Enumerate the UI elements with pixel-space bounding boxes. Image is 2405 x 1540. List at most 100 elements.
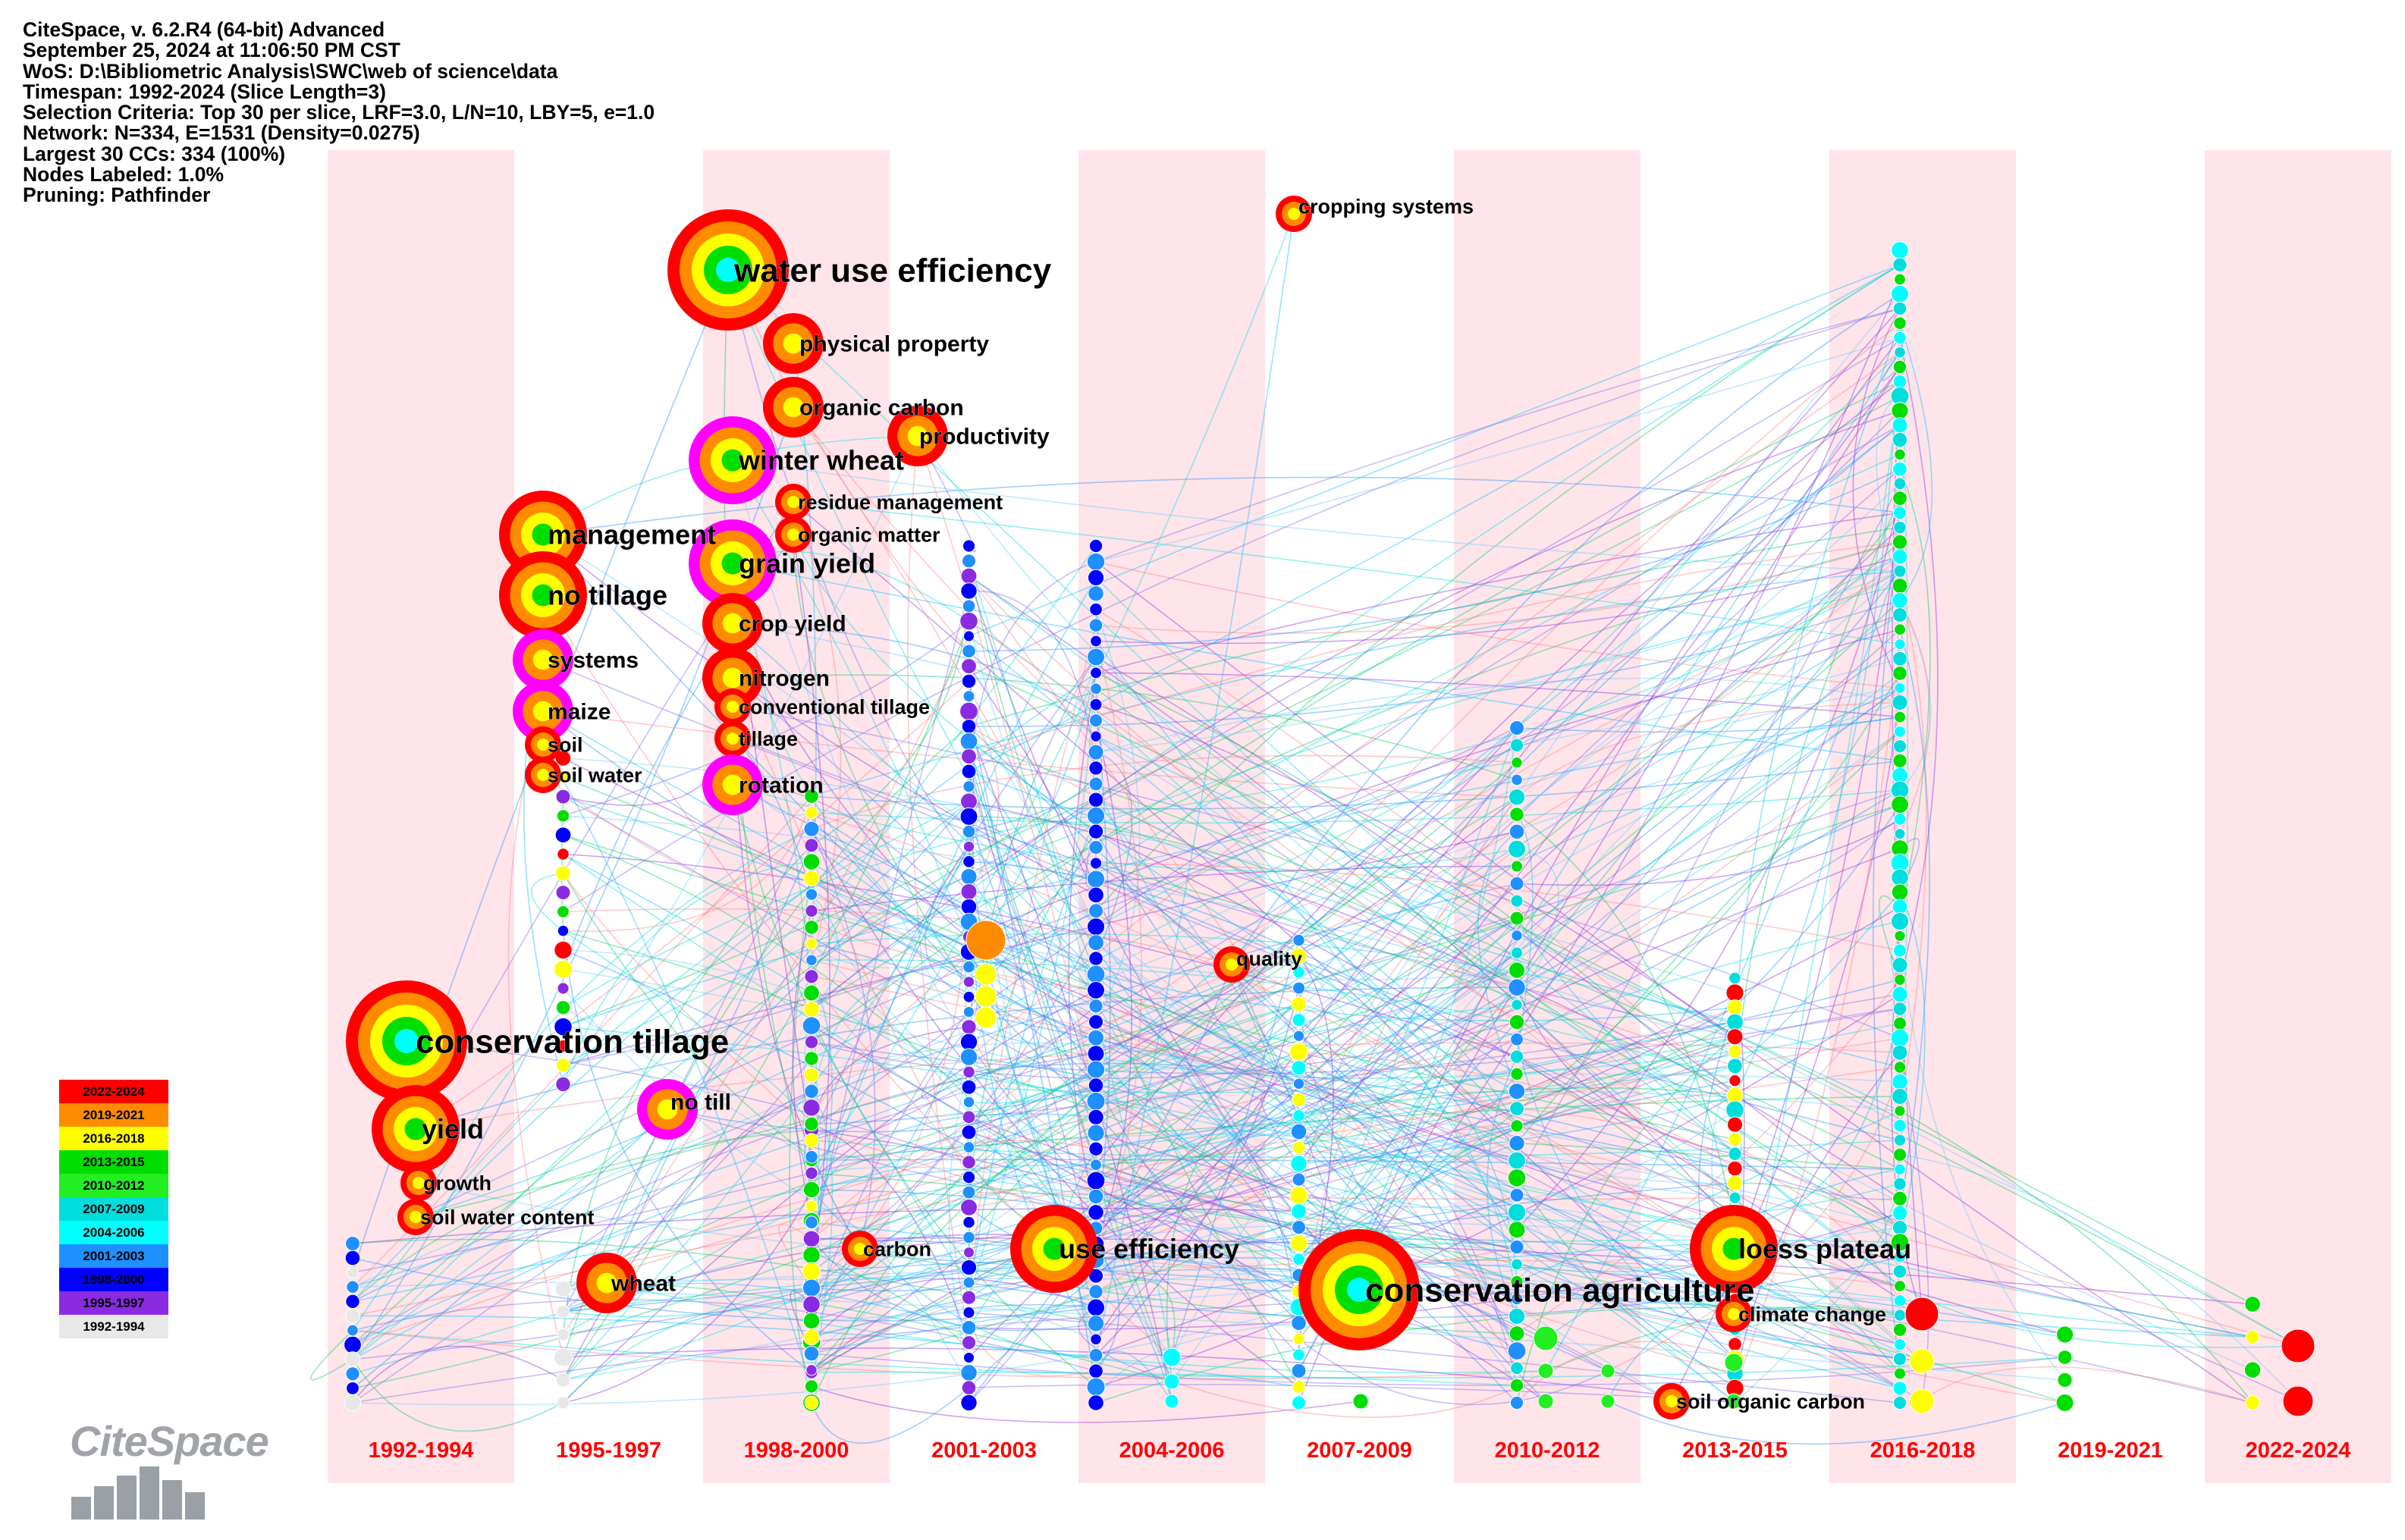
keyword-node — [1894, 331, 1906, 343]
keyword-node — [1509, 824, 1524, 839]
keyword-node — [963, 1142, 975, 1153]
keyword-node — [963, 691, 975, 702]
keyword-node — [1291, 1124, 1307, 1140]
keyword-label: crop yield — [739, 612, 846, 637]
keyword-node — [1892, 432, 1907, 447]
keyword-node — [1892, 549, 1907, 564]
keyword-node — [1727, 1117, 1742, 1132]
keyword-node — [1510, 1240, 1524, 1254]
legend-entry: 2022-2024 — [59, 1080, 168, 1103]
keyword-node — [1893, 302, 1906, 315]
legend-entry: 2001-2003 — [59, 1244, 168, 1268]
keyword-node — [805, 1084, 818, 1098]
keyword-node — [961, 1365, 978, 1382]
keyword-node — [1509, 1015, 1524, 1029]
keyword-node — [1292, 1316, 1307, 1331]
keyword-node — [1087, 1092, 1105, 1110]
keyword-label: cropping systems — [1298, 195, 1474, 218]
keyword-node — [2058, 1372, 2072, 1387]
keyword-node — [556, 1373, 570, 1387]
keyword-node — [557, 810, 569, 822]
keyword-node — [1728, 1133, 1741, 1146]
keyword-node — [804, 1329, 819, 1344]
summary-line: Pruning: Pathfinder — [23, 185, 655, 205]
keyword-node — [1088, 1109, 1104, 1124]
keyword-node — [1088, 1395, 1104, 1411]
keyword-node — [1728, 1045, 1741, 1058]
keyword-node — [1893, 1382, 1907, 1395]
keyword-node — [963, 1006, 974, 1017]
keyword-node — [805, 889, 817, 900]
keyword-node — [1090, 698, 1102, 710]
keyword-node — [1088, 981, 1105, 999]
keyword-node — [1892, 958, 1907, 973]
keyword-node — [2281, 1329, 2315, 1363]
keyword-node — [1893, 1265, 1907, 1278]
keyword-node — [347, 1267, 358, 1278]
keyword-node — [962, 720, 976, 734]
time-slice-label: 2022-2024 — [2246, 1438, 2351, 1463]
keyword-node — [1509, 789, 1524, 805]
keyword-node — [1601, 1364, 1615, 1378]
keyword-node — [1510, 1378, 1524, 1392]
keyword-node — [1726, 1101, 1744, 1119]
keyword-node — [1089, 1015, 1104, 1029]
keyword-node — [557, 905, 570, 917]
keyword-node — [1292, 1093, 1306, 1106]
year-color-legend: 2022-2024 2019-2021 2016-2018 2013-2015 … — [59, 1080, 168, 1338]
keyword-node — [1293, 1333, 1305, 1344]
keyword-label: soil water — [548, 764, 642, 786]
keyword-node — [557, 1306, 570, 1319]
keyword-node — [1088, 586, 1104, 601]
keyword-node — [804, 1346, 819, 1361]
keyword-node — [555, 827, 571, 843]
keyword-label: conservation tillage — [416, 1023, 729, 1060]
keyword-node — [1894, 1309, 1905, 1321]
keyword-node — [960, 702, 978, 720]
keyword-label: nitrogen — [739, 666, 830, 692]
keyword-node — [1892, 242, 1909, 259]
keyword-node — [805, 1200, 817, 1212]
keyword-node — [1089, 1348, 1103, 1362]
keyword-node — [1512, 1259, 1523, 1270]
keyword-node — [1895, 1164, 1906, 1175]
keyword-node — [1509, 979, 1526, 996]
keyword-node — [1893, 258, 1907, 271]
keyword-node — [1891, 912, 1908, 930]
keyword-node — [2246, 1396, 2260, 1410]
keyword-node — [344, 1336, 362, 1353]
keyword-node — [802, 1017, 821, 1035]
keyword-label: loess plateau — [1738, 1234, 1911, 1265]
keyword-node — [1892, 579, 1907, 594]
keyword-node — [960, 808, 978, 825]
keyword-node — [1089, 1364, 1104, 1378]
keyword-node — [554, 1348, 573, 1366]
keyword-node — [1510, 1188, 1524, 1202]
keyword-label: residue management — [798, 491, 1003, 513]
time-slice-label: 2016-2018 — [1870, 1438, 1976, 1463]
keyword-node — [556, 789, 570, 804]
summary-line: September 25, 2024 at 11:06:50 PM CST — [23, 40, 655, 61]
keyword-node — [1894, 1368, 1905, 1379]
keyword-node — [1728, 1176, 1743, 1191]
keyword-node — [1511, 1033, 1524, 1046]
keyword-node — [962, 764, 976, 779]
legend-entry: 2013-2015 — [59, 1150, 168, 1174]
keyword-node — [963, 631, 974, 641]
keyword-node — [963, 781, 975, 792]
keyword-node — [804, 985, 820, 1001]
keyword-node — [1894, 1119, 1906, 1131]
time-slice-label: 1992-1994 — [369, 1438, 474, 1463]
keyword-node — [1892, 869, 1908, 886]
summary-line: Network: N=334, E=1531 (Density=0.0275) — [23, 123, 655, 143]
keyword-node — [963, 1277, 975, 1288]
keyword-node — [346, 1367, 359, 1381]
keyword-node — [346, 1237, 360, 1251]
keyword-node — [1894, 478, 1906, 490]
keyword-node — [1893, 491, 1907, 506]
keyword-node — [1726, 984, 1744, 1002]
keyword-node — [1089, 539, 1102, 552]
keyword-node — [556, 1077, 571, 1092]
